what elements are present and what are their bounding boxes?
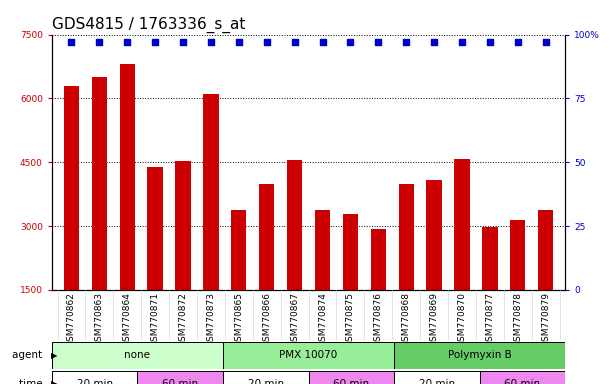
Point (206, 39, 216, 45)
Text: GSM770875: GSM770875 (346, 293, 355, 348)
Text: GSM770877: GSM770877 (485, 293, 494, 348)
Text: GSM770863: GSM770863 (95, 293, 104, 348)
Bar (398, 184, 414, 354)
Bar (287, 160, 302, 354)
Text: GSM770862: GSM770862 (67, 293, 76, 347)
Point (485, 39, 495, 45)
Point (95, 39, 104, 45)
Point (541, 39, 551, 45)
Text: 60 min: 60 min (504, 379, 541, 384)
Bar (223, 371, 309, 384)
Text: GDS4815 / 1763336_s_at: GDS4815 / 1763336_s_at (52, 17, 245, 33)
Bar (120, 65, 135, 354)
Point (150, 39, 160, 45)
Point (67, 39, 76, 45)
Text: GSM770865: GSM770865 (235, 293, 243, 348)
Point (345, 39, 355, 45)
Bar (175, 161, 191, 354)
Text: GSM770871: GSM770871 (151, 293, 159, 348)
Bar (455, 159, 470, 354)
Text: agent: agent (12, 350, 46, 360)
Text: none: none (125, 350, 150, 360)
Text: 60 min: 60 min (333, 379, 370, 384)
Bar (394, 342, 565, 369)
Point (429, 39, 439, 45)
Text: GSM770876: GSM770876 (374, 293, 382, 348)
Text: GSM770868: GSM770868 (401, 293, 411, 348)
Bar (315, 210, 330, 354)
Text: GSM770873: GSM770873 (207, 293, 216, 348)
Text: GSM770874: GSM770874 (318, 293, 327, 347)
Text: GSM770872: GSM770872 (178, 293, 188, 347)
Text: GSM770867: GSM770867 (290, 293, 299, 348)
Text: 60 min: 60 min (162, 379, 199, 384)
Bar (510, 220, 525, 354)
Point (401, 39, 411, 45)
Text: GSM770866: GSM770866 (262, 293, 271, 348)
Point (262, 39, 272, 45)
Text: 20 min: 20 min (76, 379, 113, 384)
Bar (64, 86, 79, 354)
Bar (231, 210, 246, 354)
Bar (343, 214, 358, 354)
Bar (538, 210, 554, 354)
Text: 20 min: 20 min (247, 379, 284, 384)
Point (457, 39, 467, 45)
Bar (203, 94, 219, 354)
Point (122, 39, 132, 45)
Bar (223, 342, 394, 369)
Point (290, 39, 299, 45)
Point (234, 39, 244, 45)
Point (373, 39, 383, 45)
Point (318, 39, 327, 45)
Text: time: time (19, 379, 46, 384)
Point (178, 39, 188, 45)
Bar (394, 371, 480, 384)
Bar (137, 371, 223, 384)
Bar (426, 180, 442, 354)
Text: ▶: ▶ (51, 351, 57, 360)
Bar (309, 371, 394, 384)
Bar (259, 184, 274, 354)
Bar (147, 167, 163, 354)
Text: GSM770879: GSM770879 (541, 293, 550, 348)
Text: Polymyxin B: Polymyxin B (448, 350, 511, 360)
Text: 20 min: 20 min (419, 379, 455, 384)
Bar (482, 227, 497, 354)
Text: GSM770870: GSM770870 (458, 293, 466, 348)
Bar (52, 342, 223, 369)
Bar (371, 230, 386, 354)
Point (513, 39, 522, 45)
Text: PMX 10070: PMX 10070 (279, 350, 338, 360)
Text: GSM770869: GSM770869 (430, 293, 439, 348)
Text: GSM770878: GSM770878 (513, 293, 522, 348)
Text: ▶: ▶ (51, 379, 57, 384)
Bar (480, 371, 565, 384)
Bar (52, 371, 137, 384)
Text: GSM770864: GSM770864 (123, 293, 132, 347)
Bar (92, 77, 107, 354)
